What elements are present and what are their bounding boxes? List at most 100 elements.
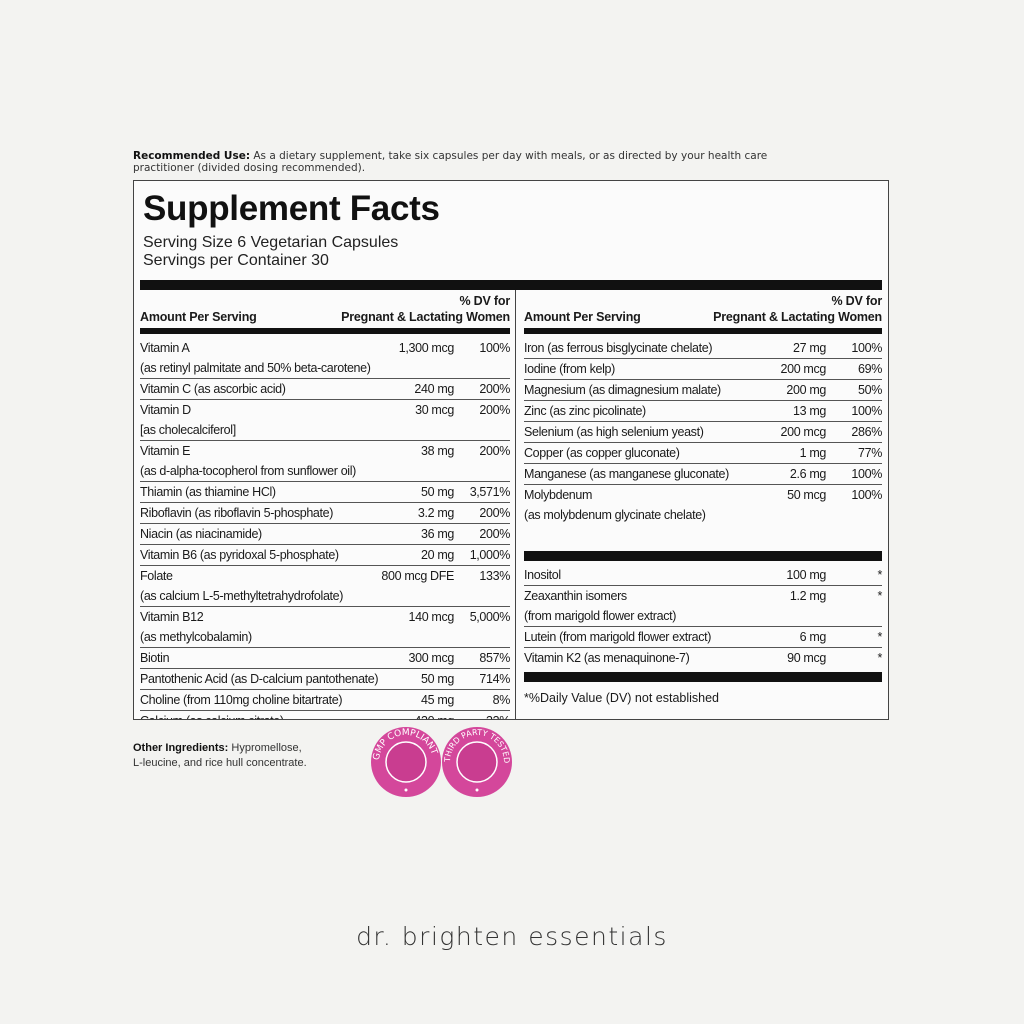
- nutrient-label: Niacin (as niacinamide): [140, 527, 262, 541]
- nutrient-name: Manganese (as manganese gluconate): [524, 464, 790, 484]
- nutrient-name: Folate (as calcium L-5-methyltetrahydrofo…: [140, 566, 381, 606]
- nutrient-dv: 77%: [858, 446, 882, 460]
- nutrient-source: (as methylcobalamin): [140, 630, 252, 644]
- nutrient-name: Vitamin C (as ascorbic acid): [140, 379, 414, 399]
- nutrient-label: Vitamin B12: [140, 610, 204, 624]
- nutrient-name: Magnesium (as dimagnesium malate): [524, 380, 786, 400]
- nutrient-label: Riboflavin (as riboflavin 5-phosphate): [140, 506, 334, 520]
- nutrient-label: Vitamin D: [140, 403, 191, 417]
- nutrient-label: Choline (from 110mg choline bitartrate): [140, 693, 343, 707]
- nutrient-dv: 200%: [479, 506, 510, 520]
- nutrient-row: Folate (as calcium L-5-methyltetrahydrofo…: [140, 566, 510, 607]
- nutrient-label: Inositol: [524, 568, 561, 582]
- amount-per-serving-label: Amount Per Serving: [140, 310, 257, 324]
- nutrient-dv: *: [877, 630, 882, 644]
- nutrient-label: Magnesium (as dimagnesium malate): [524, 383, 721, 397]
- nutrient-name: Biotin: [140, 648, 409, 668]
- divider-bar: [524, 551, 882, 561]
- nutrient-row: Vitamin C (as ascorbic acid) 240 mg 200%: [140, 379, 510, 400]
- nutrient-amount: 38 mg: [421, 444, 454, 458]
- nutrient-row: Vitamin A (as retinyl palmitate and 50% b…: [140, 338, 510, 379]
- nutrient-name: Vitamin A (as retinyl palmitate and 50% b…: [140, 338, 399, 378]
- nutrient-name: Lutein (from marigold flower extract): [524, 627, 800, 647]
- nutrient-label: Vitamin C (as ascorbic acid): [140, 382, 286, 396]
- nutrient-dv: *: [877, 568, 882, 582]
- nutrient-dv: 69%: [858, 362, 882, 376]
- nutrient-row: Iodine (from kelp) 200 mcg 69%: [524, 359, 882, 380]
- brand-name: dr. brighten essentials: [356, 922, 668, 951]
- nutrient-dv: 286%: [851, 425, 882, 439]
- nutrient-source: (from marigold flower extract): [524, 609, 677, 623]
- nutrient-amount: 2.6 mg: [789, 467, 826, 481]
- nutrient-amount: 300 mcg: [408, 651, 455, 665]
- nutrient-dv: 100%: [851, 341, 882, 355]
- nutrient-row: Vitamin E (as d-alpha-tocopherol from sun…: [140, 441, 510, 482]
- column-header: % DV for Amount Per Serving Pregnant & L…: [140, 292, 510, 328]
- nutrient-amount: 1 mg: [799, 446, 827, 460]
- nutrient-dv: 3,571%: [469, 485, 511, 499]
- nutrient-row: Inositol 100 mg *: [524, 565, 882, 586]
- nutrient-name: Selenium (as high selenium yeast): [524, 422, 781, 442]
- nutrient-source: (as molybdenum glycinate chelate): [524, 508, 706, 522]
- nutrient-dv: 100%: [479, 341, 510, 355]
- serving-size: Serving Size 6 Vegetarian Capsules: [143, 234, 399, 251]
- nutrient-row: Copper (as copper gluconate) 1 mg 77%: [524, 443, 882, 464]
- other-ingredients-label: Other Ingredients:: [133, 742, 229, 754]
- nutrient-label: Iodine (from kelp): [524, 362, 615, 376]
- nutrient-name: Iron (as ferrous bisglycinate chelate): [524, 338, 793, 358]
- nutrient-name: Zinc (as zinc picolinate): [524, 401, 793, 421]
- nutrient-amount: 800 mcg DFE: [381, 569, 454, 583]
- nutrient-dv: 100%: [851, 488, 882, 502]
- nutrient-row: Calcium (as calcium citrate) 430 mg33%: [140, 711, 510, 719]
- nutrient-amount: 200 mg: [786, 383, 826, 397]
- nutrient-name: Niacin (as niacinamide): [140, 524, 421, 544]
- amount-per-serving-label: Amount Per Serving: [524, 310, 641, 324]
- footnote: *%Daily Value (DV) not established: [524, 691, 720, 705]
- nutrient-dv: *: [877, 589, 882, 603]
- divider-bar: [140, 328, 510, 334]
- nutrient-name: Molybdenum (as molybdenum glycinate chela…: [524, 485, 787, 525]
- nutrient-amount: 36 mg: [421, 527, 454, 541]
- nutrient-row: Vitamin B6 (as pyridoxal 5-phosphate) 20 …: [140, 545, 510, 566]
- nutrient-name: Vitamin B6 (as pyridoxal 5-phosphate): [140, 545, 421, 565]
- nutrient-name: Vitamin B12 (as methylcobalamin): [140, 607, 409, 647]
- nutrient-row: Iron (as ferrous bisglycinate chelate) 27…: [524, 338, 882, 359]
- supplement-facts-panel: Supplement Facts Serving Size 6 Vegetari…: [133, 180, 889, 720]
- nutrient-amount: 100 mg: [786, 568, 826, 582]
- nutrient-label: Iron (as ferrous bisglycinate chelate): [524, 341, 713, 355]
- nutrient-label: Vitamin K2 (as menaquinone-7): [524, 651, 690, 665]
- nutrient-label: Lutein (from marigold flower extract): [524, 630, 712, 644]
- nutrient-amount: 430 mg: [414, 711, 454, 719]
- nutrient-amount: 20 mg: [421, 548, 454, 562]
- nutrient-amount: 240 mg: [414, 382, 454, 396]
- nutrient-label: Molybdenum: [524, 488, 593, 502]
- nutrient-name: Pantothenic Acid (as D-calcium pantothen…: [140, 669, 421, 689]
- recommended-use-label: Recommended Use:: [133, 150, 251, 162]
- other-ingredients: Other Ingredients: Hypromellose, L-leuci…: [133, 741, 358, 771]
- nutrient-amount: 50 mg: [421, 485, 454, 499]
- nutrient-row: Vitamin B12 (as methylcobalamin) 140 mcg 5,…: [140, 607, 510, 648]
- panel-title: Supplement Facts: [143, 189, 440, 228]
- third-party-tested-badge: THIRD PARTY TESTED: [442, 727, 512, 797]
- nutrient-amount: 200 mcg: [780, 425, 827, 439]
- nutrient-label: Calcium (as calcium citrate): [140, 714, 284, 719]
- nutrient-label: Zinc (as zinc picolinate): [524, 404, 646, 418]
- nutrient-amount: 1.2 mg: [789, 589, 826, 603]
- nutrient-amount: 90 mcg: [787, 651, 826, 665]
- dv-for-label: % DV for: [459, 294, 511, 308]
- column-header: % DV for Amount Per Serving Pregnant & L…: [524, 292, 882, 328]
- nutrient-amount: 45 mg: [421, 693, 454, 707]
- nutrient-name: Calcium (as calcium citrate): [140, 711, 414, 719]
- nutrient-label: Copper (as copper gluconate): [524, 446, 680, 460]
- nutrient-amount: 27 mg: [793, 341, 826, 355]
- recommended-use: Recommended Use: As a dietary supplement…: [133, 150, 773, 174]
- nutrient-name: Riboflavin (as riboflavin 5-phosphate): [140, 503, 418, 523]
- nutrient-amount: 30 mcg: [415, 403, 454, 417]
- nutrient-dv: 200%: [479, 527, 510, 541]
- nutrient-dv: 50%: [858, 383, 882, 397]
- nutrient-amount: 200 mcg: [780, 362, 827, 376]
- nutrient-source: (as calcium L-5-methyltetrahydrofolate): [140, 589, 344, 603]
- nutrient-name: Inositol: [524, 565, 786, 585]
- nutrient-dv: 714%: [479, 672, 510, 686]
- nutrient-row: Biotin 300 mcg 857%: [140, 648, 510, 669]
